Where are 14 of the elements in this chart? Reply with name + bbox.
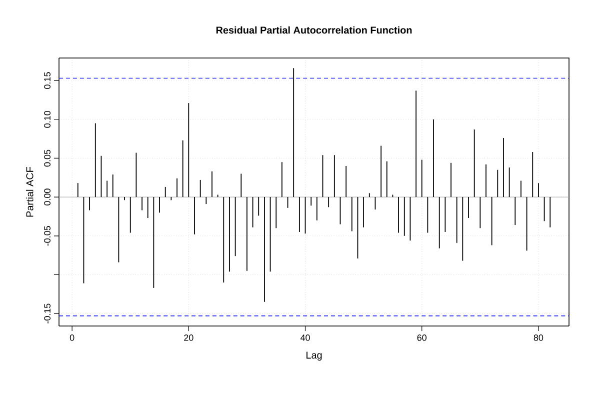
y-tick-label: 0.05: [44, 150, 50, 167]
y-tick-label: -0.05: [44, 226, 50, 246]
y-tick-label: 0.10: [44, 110, 50, 128]
x-tick-label: 40: [300, 334, 310, 341]
chart-title: Residual Partial Autocorrelation Function: [216, 26, 412, 34]
x-tick-label: 60: [417, 334, 426, 341]
x-tick-label: 80: [534, 334, 544, 341]
y-axis-title: Partial ACF: [26, 166, 34, 217]
y-tick-label: 0.00: [44, 188, 50, 206]
x-tick-label: 20: [184, 334, 194, 341]
x-axis-title: Lag: [306, 352, 322, 361]
y-tick-label: -0.15: [44, 304, 50, 324]
y-tick-label: 0.15: [44, 72, 50, 89]
x-tick-label: 0: [70, 334, 74, 341]
